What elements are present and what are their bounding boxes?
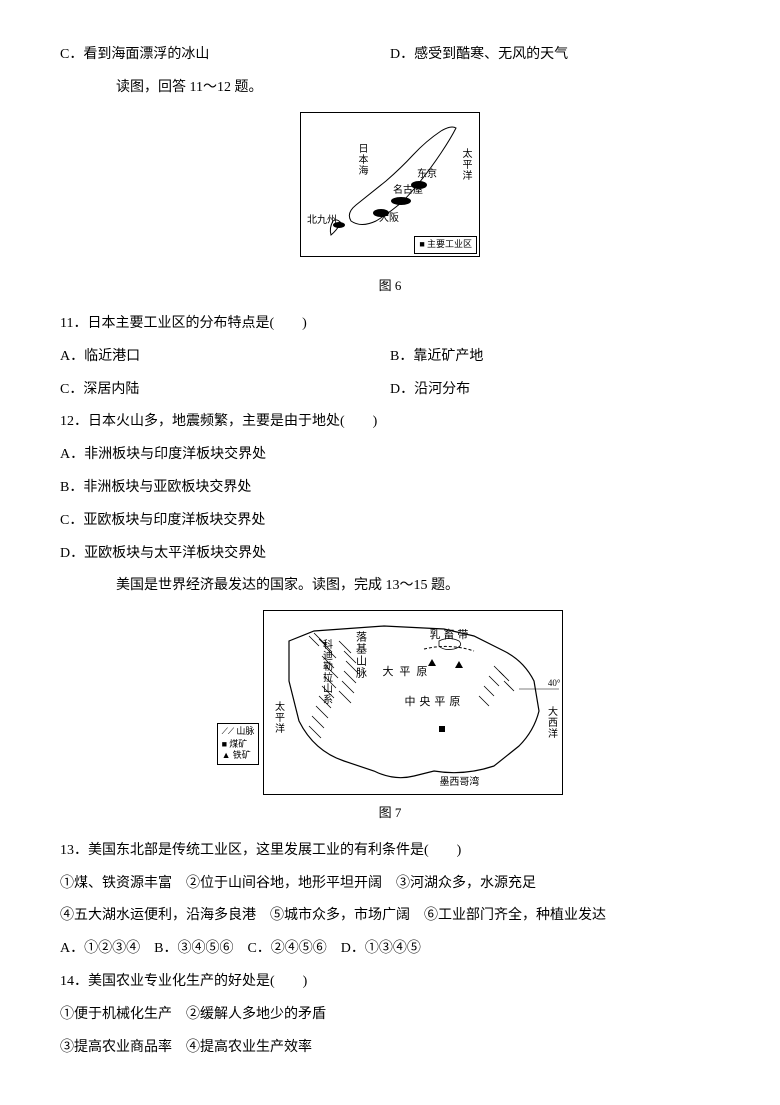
usa-map: 太平洋 大西洋 墨西哥湾 落基山脉 科迪勒拉山系 大平原 中央平原 乳畜带 40… [263, 610, 563, 795]
passage1-intro: 读图，回答 11～12 题。 [60, 73, 720, 104]
q13-stem: 13．美国东北部是传统工业区，这里发展工业的有利条件是( ) [60, 836, 720, 867]
q13-options: A．①②③④ B．③④⑤⑥ C．②④⑤⑥ D．①③④⑤ [60, 934, 720, 965]
q13-items-1: ①煤、铁资源丰富 ②位于山间谷地，地形平坦开阔 ③河湖众多，水源充足 [60, 869, 720, 900]
q11-options-cd: C．深居内陆 D．沿河分布 [60, 375, 720, 406]
label-kitakyushu: 北九州 [307, 215, 337, 226]
usa-legend: ⟋⟋ 山脉 ■ 煤矿 ▲ 铁矿 [217, 723, 260, 765]
q14-stem: 14．美国农业专业化生产的好处是( ) [60, 967, 720, 998]
label-nagoya: 名古屋 [393, 185, 423, 196]
q14-items-2: ③提高农业商品率 ④提高农业生产效率 [60, 1033, 720, 1064]
figure-6: 日本海 太平洋 东京 名古屋 大阪 北九州 ■ 主要工业区 图 6 [60, 112, 720, 301]
label-atlantic: 大西洋 [545, 706, 556, 739]
label-pacific-us: 太平洋 [272, 701, 283, 734]
japan-map-svg [301, 113, 479, 256]
q12-option-d: D．亚欧板块与太平洋板块交界处 [60, 539, 720, 570]
label-lat40: 40° [548, 679, 561, 689]
label-pacific-jp: 太平洋 [460, 148, 471, 181]
passage2-intro: 美国是世界经济最发达的国家。读图，完成 13～15 题。 [60, 571, 720, 602]
q10-option-d: D．感受到酷寒、无风的天气 [390, 40, 720, 71]
label-rocky: 落基山脉 [354, 631, 366, 679]
q12-option-b: B．非洲板块与亚欧板块交界处 [60, 473, 720, 504]
label-cordillera: 科迪勒拉山系 [320, 639, 331, 705]
japan-map: 日本海 太平洋 东京 名古屋 大阪 北九州 ■ 主要工业区 [300, 112, 480, 257]
q11-option-a: A．临近港口 [60, 342, 390, 373]
q13-items-2: ④五大湖水运便利，沿海多良港 ⑤城市众多，市场广阔 ⑥工业部门齐全，种植业发达 [60, 901, 720, 932]
q12-stem: 12．日本火山多，地震频繁，主要是由于地处( ) [60, 407, 720, 438]
q12-option-c: C．亚欧板块与印度洋板块交界处 [60, 506, 720, 537]
figure-6-caption: 图 6 [60, 272, 720, 301]
legend-iron: ▲ 铁矿 [222, 750, 255, 762]
label-gulf: 墨西哥湾 [439, 777, 479, 788]
label-dairy: 乳畜带 [429, 629, 471, 641]
q11-option-d: D．沿河分布 [390, 375, 720, 406]
label-great-plain: 大平原 [382, 666, 433, 678]
q11-options-ab: A．临近港口 B．靠近矿产地 [60, 342, 720, 373]
label-osaka: 大阪 [379, 213, 399, 224]
q11-option-c: C．深居内陆 [60, 375, 390, 406]
label-sea-japan: 日本海 [356, 143, 367, 176]
figure-7: ⟋⟋ 山脉 ■ 煤矿 ▲ 铁矿 [60, 610, 720, 828]
figure-7-caption: 图 7 [60, 799, 720, 828]
legend-coal: ■ 煤矿 [222, 739, 255, 751]
label-central-plain: 中央平原 [404, 696, 464, 708]
q11-option-b: B．靠近矿产地 [390, 342, 720, 373]
japan-legend: ■ 主要工业区 [414, 236, 477, 254]
q11-stem: 11．日本主要工业区的分布特点是( ) [60, 309, 720, 340]
q14-items-1: ①便于机械化生产 ②缓解人多地少的矛盾 [60, 1000, 720, 1031]
q12-option-a: A．非洲板块与印度洋板块交界处 [60, 440, 720, 471]
q10-options-cd: C．看到海面漂浮的冰山 D．感受到酷寒、无风的天气 [60, 40, 720, 71]
q10-option-c: C．看到海面漂浮的冰山 [60, 40, 390, 71]
label-tokyo: 东京 [417, 169, 437, 180]
legend-mountain: ⟋⟋ 山脉 [222, 726, 255, 739]
